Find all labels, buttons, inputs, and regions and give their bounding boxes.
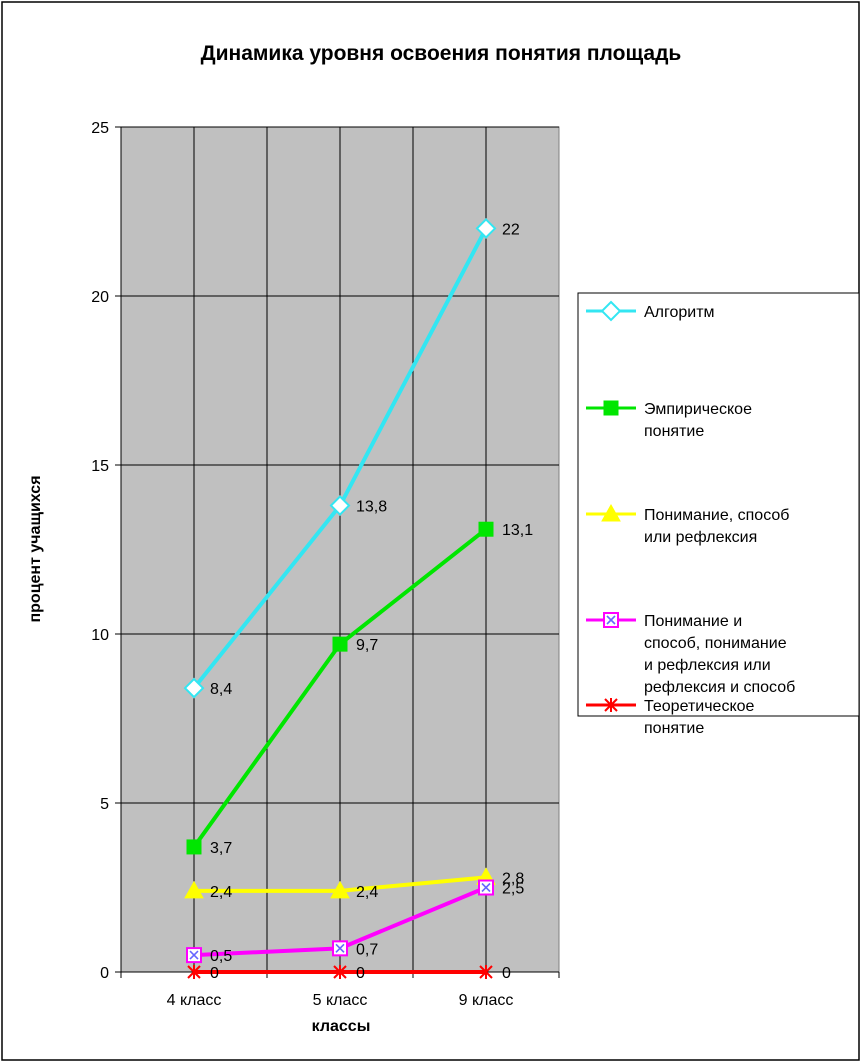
series-layer: [183, 217, 497, 979]
legend-item: Понимание, способ или рефлексия: [586, 503, 789, 546]
legend-label: и рефлексия или: [644, 657, 771, 674]
legend-item: Понимание и способ, понимание и рефлексия …: [586, 612, 795, 696]
square-x-marker-cross: [606, 615, 616, 625]
legend-label: Эмпирическое: [644, 401, 752, 418]
diamond-marker-shape: [475, 217, 497, 239]
data-point: [478, 521, 494, 537]
legend-label: Понимание, способ: [644, 507, 789, 524]
data-point: [183, 677, 205, 699]
data-point: [184, 880, 204, 899]
data-label: 9,7: [356, 637, 378, 654]
y-tick-label: 20: [91, 289, 109, 306]
data-label: 0,7: [356, 941, 378, 958]
diamond-marker-shape: [329, 495, 351, 516]
data-label: 22: [502, 221, 520, 238]
square-marker-shape: [186, 839, 202, 855]
x-tick-label: 4 класс: [167, 992, 222, 1009]
legend-marker: [603, 400, 619, 416]
legend-label: Алгоритм: [644, 304, 715, 321]
data-label: 2,8: [502, 870, 524, 887]
data-label: 0: [502, 965, 511, 982]
square-x-marker-cross: [189, 950, 199, 960]
data-point: [475, 217, 497, 239]
data-label: 0: [356, 965, 365, 982]
triangle-marker-shape: [184, 880, 204, 899]
diamond-marker-shape: [600, 300, 622, 322]
triangle-marker-shape: [330, 880, 350, 899]
data-label: 13,8: [356, 499, 387, 516]
y-tick-label: 25: [91, 120, 109, 137]
chart-title: Динамика уровня освоения понятия площадь: [201, 42, 682, 65]
data-point: [333, 965, 347, 979]
data-label: 2,5: [502, 881, 524, 898]
data-point: [332, 636, 348, 652]
y-tick-label: 10: [91, 627, 109, 644]
data-label: 0: [210, 965, 219, 982]
square-x-marker-cross: [481, 882, 491, 893]
square-x-marker-cross: [335, 943, 345, 953]
data-labels: 8,4 13,8 22 3,7 9,7 13,1 2,4 2,4 2,8 0,5 0,7 2,5 0 0 0: [210, 221, 533, 982]
data-label: 2,4: [210, 884, 232, 901]
x-tick-label: 9 класс: [459, 992, 514, 1009]
y-axis-title: процент учащихся: [27, 475, 44, 622]
data-label: 2,4: [356, 884, 378, 901]
grid-lines: [121, 126, 559, 972]
legend-marker: [604, 698, 618, 712]
y-tick-label: 5: [100, 796, 109, 813]
data-label: 13,1: [502, 522, 533, 539]
legend-item: Эмпирическое понятие: [586, 400, 752, 440]
legend-marker: [601, 503, 621, 522]
square-marker-shape: [332, 636, 348, 652]
legend-marker: [600, 300, 622, 322]
legend-item: Теоретическое понятие: [586, 698, 755, 737]
y-tick-label: 0: [100, 965, 109, 982]
square-marker-shape: [478, 521, 494, 537]
data-point: [478, 879, 494, 896]
data-point: [329, 495, 351, 516]
legend-label: Теоретическое: [644, 698, 755, 715]
legend-marker: [603, 612, 619, 628]
legend-label: Понимание и: [644, 613, 742, 630]
square-marker-shape: [603, 400, 619, 416]
data-point: [332, 940, 348, 957]
diamond-marker-shape: [183, 677, 205, 699]
triangle-marker-shape: [601, 503, 621, 522]
data-point: [186, 839, 202, 855]
x-axis-title: классы: [312, 1018, 371, 1035]
legend-label: или рефлексия: [644, 529, 757, 546]
data-label: 3,7: [210, 840, 232, 857]
legend-label: понятие: [644, 720, 704, 737]
legend-label: способ, понимание: [644, 635, 787, 652]
data-point: [479, 965, 493, 979]
data-point: [186, 947, 202, 964]
y-tick-label: 15: [91, 458, 109, 475]
x-tick-label: 5 класс: [313, 992, 368, 1009]
legend-item: Алгоритм: [586, 300, 715, 322]
legend-label: понятие: [644, 423, 704, 440]
data-label: 8,4: [210, 681, 232, 698]
legend-box: [577, 292, 860, 717]
legend: Алгоритм Эмпирическое понятие Понимание, сп…: [577, 292, 860, 737]
data-point: [330, 880, 350, 899]
data-point: [187, 965, 201, 979]
legend-label: рефлексия и способ: [644, 679, 795, 696]
data-label: 0,5: [210, 948, 232, 965]
